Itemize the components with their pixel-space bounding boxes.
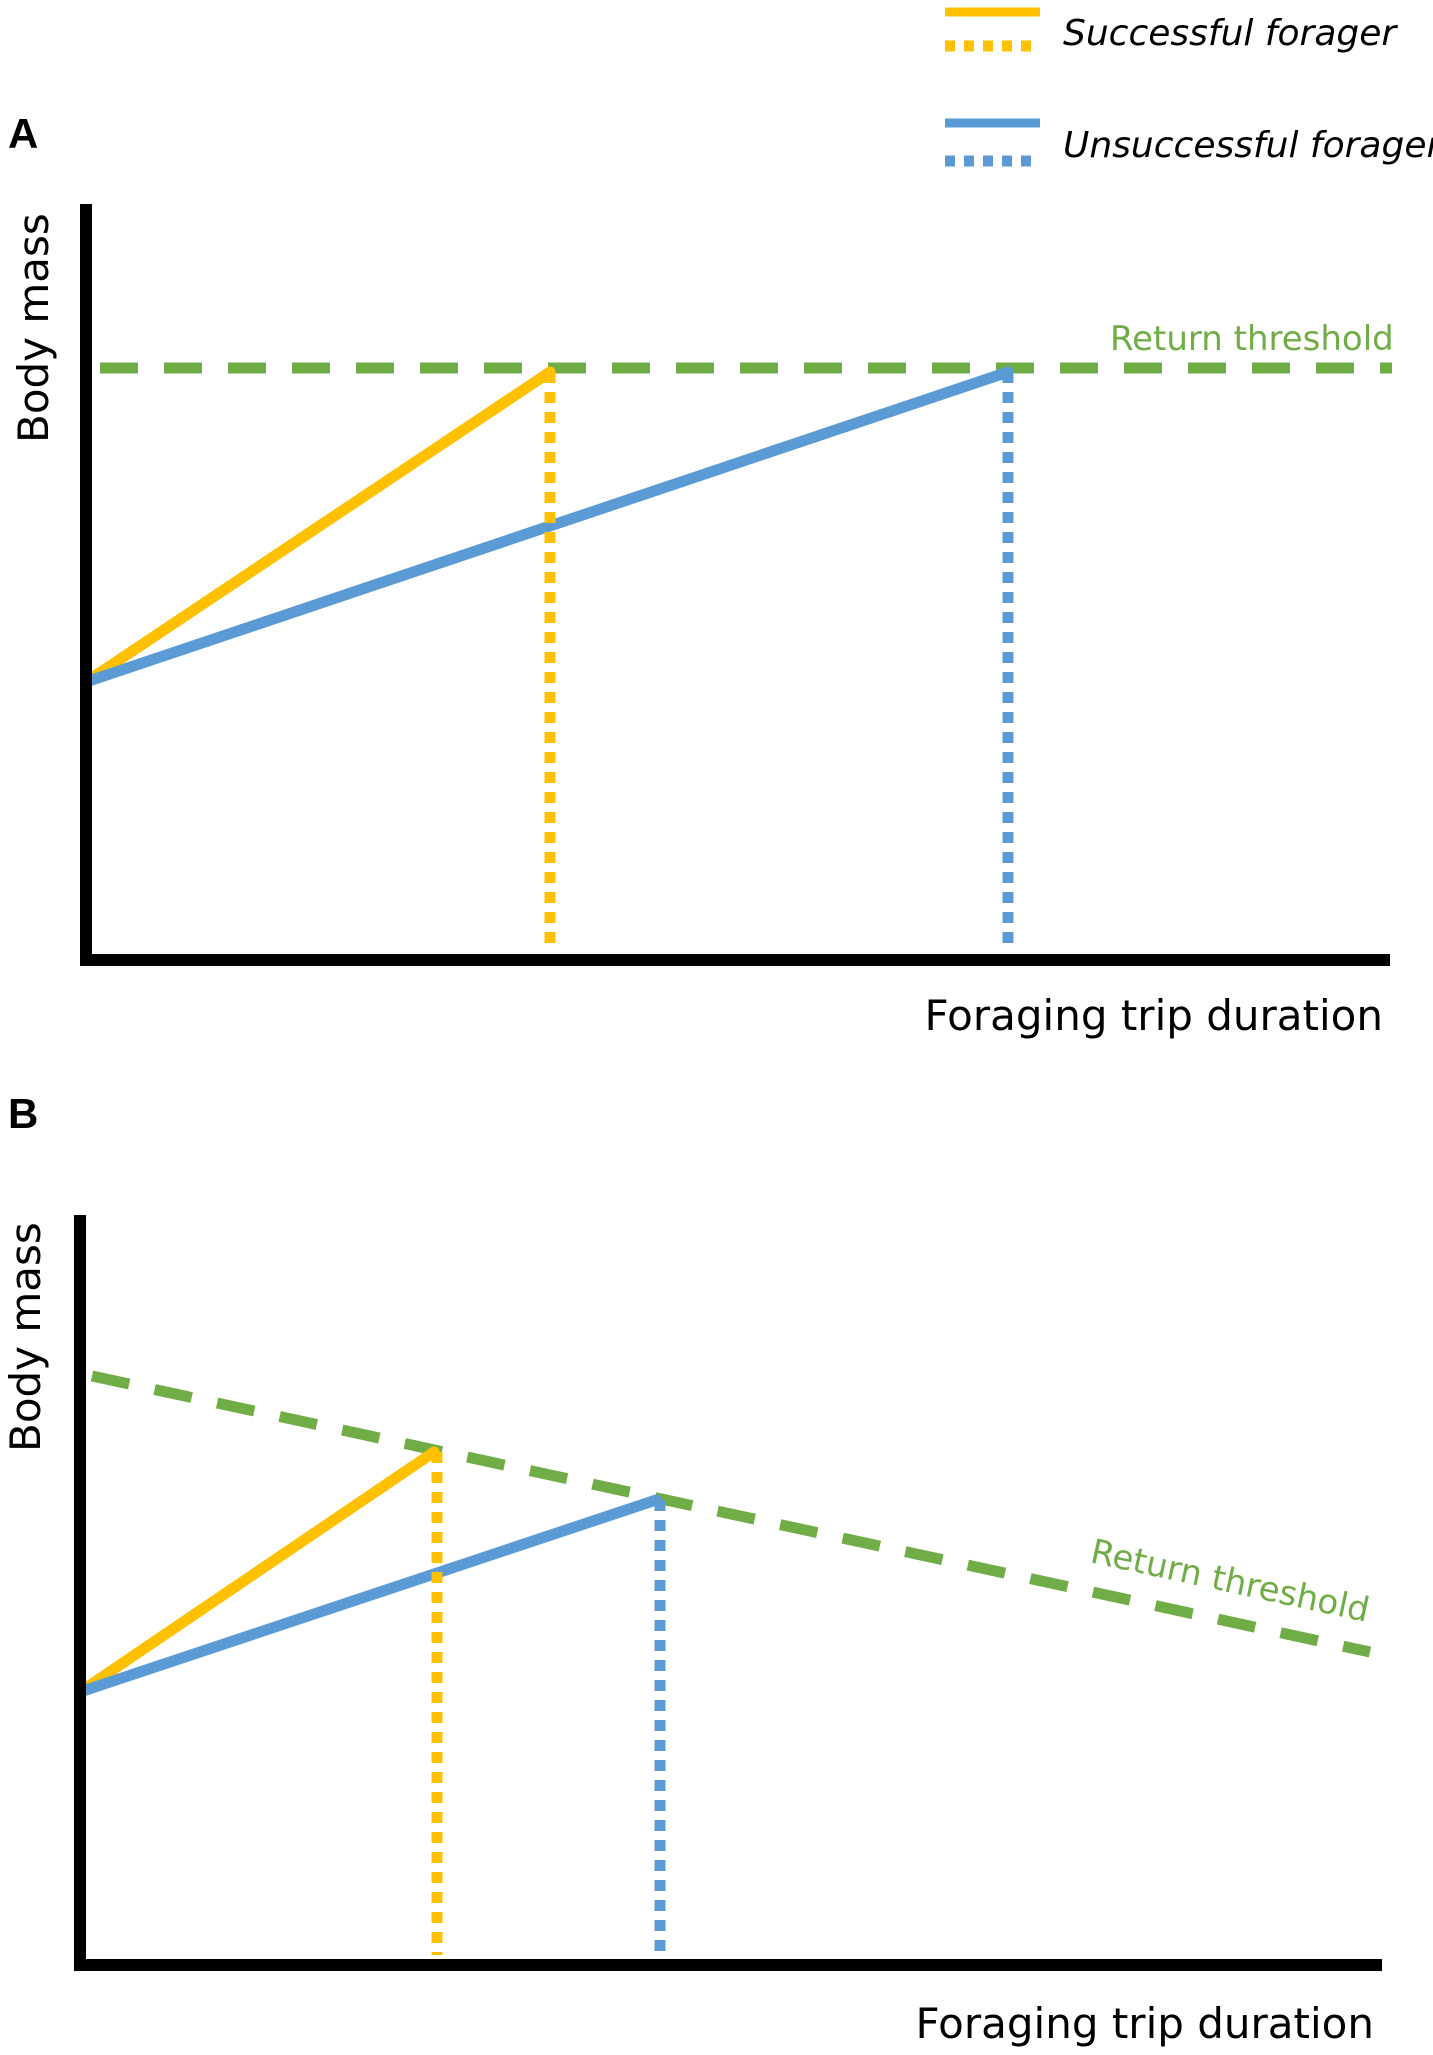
panel-a-y-axis-label: Body mass [9,213,58,443]
panel-b-threshold-label: Return threshold [1087,1532,1373,1631]
legend: Successful forager Unsuccessful forager [945,7,1433,167]
panel-b-unsuccessful-trajectory [74,1494,662,1698]
panel-a-successful-trajectory [80,366,556,688]
panel-b-x-axis-label: Foraging trip duration [916,1999,1374,2048]
panel-b-successful-trajectory [74,1446,440,1698]
panel-a-x-axis-label: Foraging trip duration [925,991,1383,1040]
panel-b-letter: B [8,1090,38,1137]
panel-a: A Return threshold Body mass Foraging tr… [8,110,1394,1040]
panel-b-threshold-line [90,1370,1372,1658]
panel-a-threshold-label: Return threshold [1110,319,1394,359]
legend-successful-label: Successful forager [1063,13,1398,54]
panel-a-unsuccessful-trajectory [80,366,1014,688]
legend-unsuccessful-label: Unsuccessful forager [1063,125,1433,166]
panel-b: B Return threshold Body mass Foraging tr… [1,1090,1382,2048]
panel-a-letter: A [8,110,38,157]
panel-b-y-axis-label: Body mass [1,1222,50,1452]
